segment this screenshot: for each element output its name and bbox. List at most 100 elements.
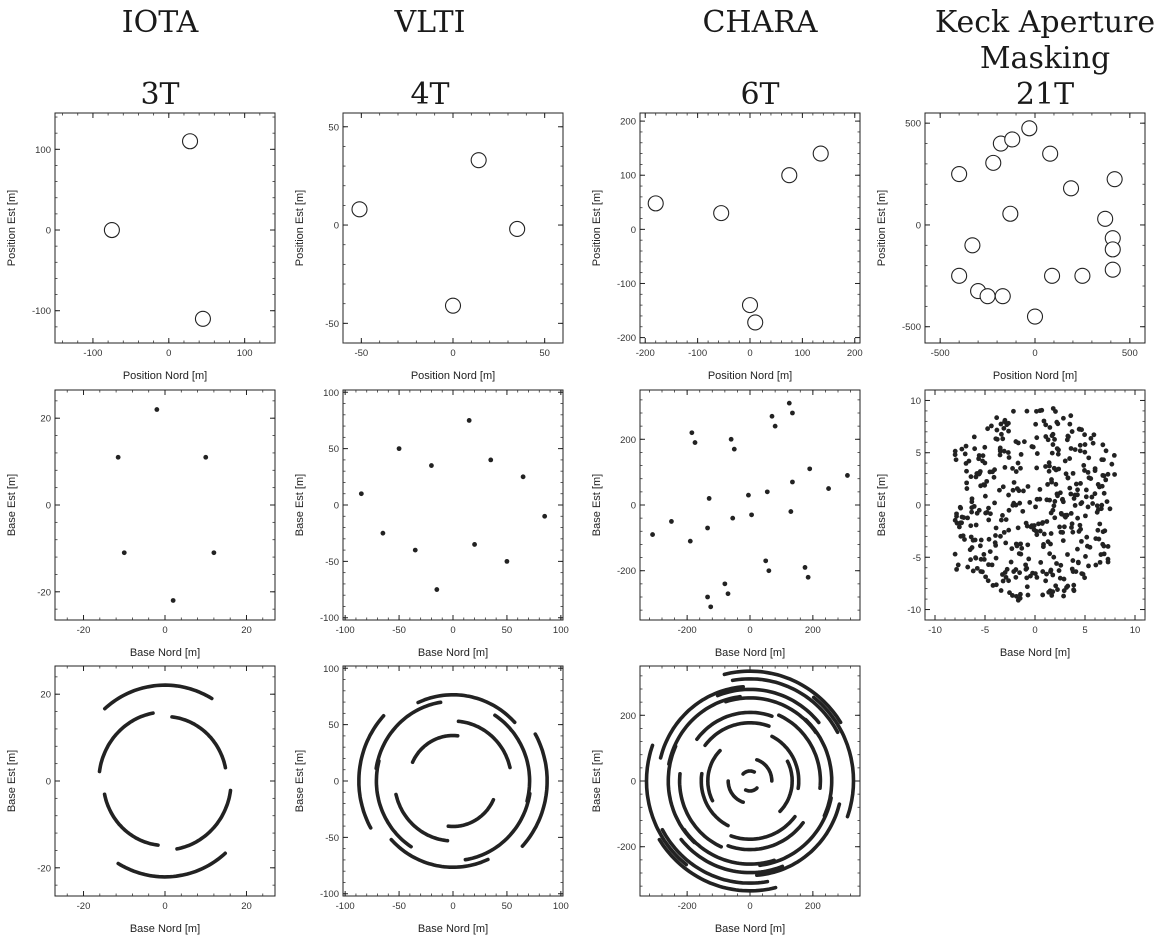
baseline-point: [1075, 546, 1080, 552]
baseline-point: [1079, 538, 1084, 544]
uv-track-arc: [770, 734, 801, 791]
baseline-point: [1067, 485, 1073, 491]
uv-track-arc: [389, 837, 490, 869]
baseline-point: [1004, 566, 1010, 572]
baseline-point: [986, 517, 992, 523]
baseline-point: [961, 515, 967, 520]
y-tick-label: 0: [631, 777, 636, 788]
y-axis-label: Base Est [m]: [876, 474, 888, 536]
baseline-point: [1098, 552, 1104, 557]
x-tick-label: 100: [553, 901, 569, 912]
column-header-vlti: VLTI 4T: [330, 5, 530, 113]
baseline-point: [954, 566, 959, 572]
x-tick-label: 20: [241, 901, 252, 912]
y-tick-label: -10: [907, 605, 921, 616]
baseline-point: [1104, 499, 1110, 505]
column-title: IOTA: [121, 5, 199, 40]
x-tick-label: -200: [678, 901, 697, 912]
telescope-position-point: [1004, 131, 1021, 148]
baseline-point: [1001, 448, 1007, 454]
baseline-point: [1109, 461, 1115, 467]
baseline-point: [1006, 578, 1011, 584]
baseline-point: [1006, 428, 1011, 434]
baseline-point: [965, 564, 971, 570]
chara-coverage-panel: -200 0 200 -200 0 200 Base Nord [m] Base Est [m…: [591, 665, 861, 935]
plot-frame: [342, 389, 564, 621]
baseline-point: [1032, 571, 1038, 577]
baseline-point: [1043, 464, 1048, 469]
baseline-point: [956, 524, 962, 530]
baseline-point: [1072, 492, 1078, 498]
marks: [647, 145, 829, 331]
baseline-point: [985, 426, 991, 432]
baseline-point: [1061, 576, 1067, 582]
baseline-point: [1055, 451, 1061, 457]
baseline-point: [997, 487, 1002, 493]
telescope-position-point: [194, 310, 211, 327]
baseline-point: [1055, 587, 1060, 592]
baseline-point: [1061, 593, 1066, 599]
x-tick-label: 0: [162, 625, 167, 636]
uv-track-arc: [394, 792, 450, 843]
baseline-point: [1052, 436, 1057, 442]
baseline-point: [965, 515, 971, 521]
x-tick-label: 0: [1032, 348, 1037, 359]
baseline-point: [689, 430, 695, 436]
baseline-point: [1011, 569, 1017, 574]
uv-track-arc: [715, 687, 821, 725]
baseline-point: [1037, 528, 1043, 534]
y-tick-label: -100: [32, 306, 51, 317]
x-axis-label: Base Nord [m]: [418, 647, 488, 659]
baseline-point: [211, 550, 217, 556]
baseline-point: [994, 427, 1000, 433]
x-tick-label: 200: [847, 348, 863, 359]
vlti-coverage-panel: -100 -50 0 50 100 -100 -50 0 50 100 Base Nord [m] B…: [294, 664, 569, 935]
baseline-point: [1070, 569, 1076, 574]
baseline-point: [1011, 408, 1016, 414]
baseline-point: [1101, 490, 1107, 496]
baseline-point: [1010, 593, 1015, 598]
baseline-point: [1062, 513, 1068, 519]
iota-baselines-panel: -20 0 20 -20 0 20 Base Nord [m] Base Est [m]: [6, 389, 276, 659]
baseline-point: [802, 565, 808, 570]
baseline-point: [992, 500, 997, 506]
baseline-point: [1024, 575, 1030, 581]
marks: [97, 683, 233, 879]
marks: [115, 407, 217, 603]
telescope-position-point: [1097, 210, 1114, 227]
baseline-point: [1066, 434, 1071, 440]
baseline-point: [954, 520, 960, 526]
uv-track-arc: [778, 759, 795, 814]
y-tick-label: 200: [620, 711, 636, 722]
x-tick-label: 50: [502, 625, 513, 636]
baseline-point: [974, 565, 980, 571]
baseline-point: [952, 551, 958, 557]
baseline-point: [1056, 568, 1062, 573]
baseline-point: [1014, 486, 1020, 492]
marks: [357, 693, 549, 869]
baseline-point: [1088, 436, 1094, 441]
uv-track-arc: [755, 758, 774, 783]
uv-track-arc: [175, 788, 233, 851]
y-tick-label: 50: [328, 720, 339, 731]
uv-track-arc: [660, 827, 770, 885]
baseline-point: [993, 533, 998, 538]
baseline-point: [1092, 491, 1098, 497]
x-tick-label: 100: [237, 348, 253, 359]
marks: [358, 418, 548, 592]
baseline-point: [1068, 446, 1074, 451]
baseline-point: [1010, 466, 1015, 471]
x-axis-label: Base Nord [m]: [715, 647, 785, 659]
baseline-point: [1019, 545, 1025, 551]
column-title: CHARA: [702, 5, 818, 40]
uv-track-arc: [520, 732, 549, 848]
baseline-point: [1048, 510, 1054, 516]
telescope-position-point: [713, 205, 730, 222]
baseline-point: [1017, 500, 1023, 506]
x-tick-label: 500: [1122, 348, 1138, 359]
baseline-point: [1027, 500, 1033, 505]
baseline-point: [1065, 475, 1071, 481]
baseline-point: [1043, 578, 1049, 584]
baseline-point: [981, 552, 987, 557]
